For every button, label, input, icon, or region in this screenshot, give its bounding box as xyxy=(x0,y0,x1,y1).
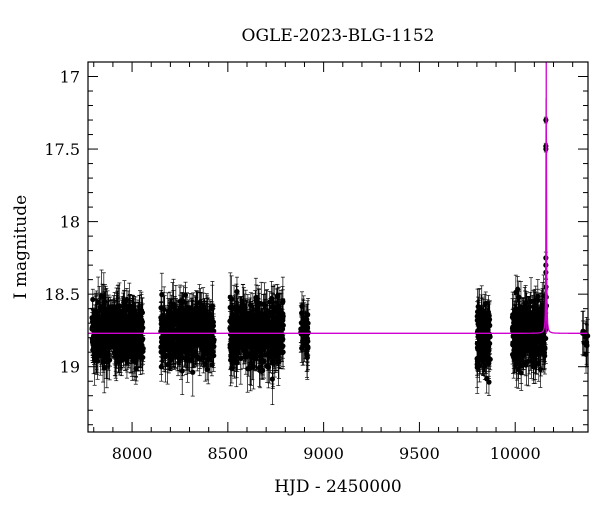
data-marker xyxy=(162,318,168,324)
data-marker xyxy=(179,368,185,374)
data-marker xyxy=(189,311,195,317)
data-marker xyxy=(131,358,137,364)
data-marker xyxy=(138,323,144,330)
data-marker xyxy=(124,358,130,364)
data-marker xyxy=(89,326,95,332)
data-marker xyxy=(167,354,173,360)
data-marker xyxy=(95,299,101,305)
data-point xyxy=(101,291,107,314)
data-marker xyxy=(133,337,139,343)
data-marker xyxy=(131,306,137,312)
data-marker xyxy=(119,308,125,314)
data-marker xyxy=(107,306,113,312)
data-marker xyxy=(94,327,100,333)
data-marker xyxy=(113,310,120,316)
data-marker xyxy=(115,334,122,340)
data-marker xyxy=(98,341,104,347)
data-marker xyxy=(184,340,190,346)
data-point xyxy=(119,299,125,323)
data-marker xyxy=(194,334,200,340)
data-marker xyxy=(128,345,134,352)
data-point xyxy=(124,343,130,379)
data-point xyxy=(113,287,120,339)
data-marker xyxy=(208,342,215,348)
data-marker xyxy=(176,321,183,328)
data-marker xyxy=(203,327,210,334)
data-marker xyxy=(189,345,195,351)
data-marker xyxy=(173,307,179,313)
data-marker xyxy=(170,315,176,321)
data-marker xyxy=(116,303,123,309)
data-marker xyxy=(92,358,98,364)
data-marker xyxy=(140,345,146,352)
data-marker xyxy=(97,305,103,312)
data-marker xyxy=(179,310,185,316)
data-marker xyxy=(103,334,109,340)
data-marker xyxy=(178,352,184,359)
data-marker xyxy=(190,369,196,375)
data-marker xyxy=(200,347,206,353)
data-marker xyxy=(109,338,115,344)
data-marker xyxy=(192,319,199,325)
chart-title: OGLE-2023-BLG-1152 xyxy=(242,26,435,46)
data-marker xyxy=(101,299,107,305)
data-marker xyxy=(90,340,96,347)
data-point xyxy=(98,321,104,367)
data-marker xyxy=(197,304,203,311)
data-marker xyxy=(176,335,182,341)
data-marker xyxy=(110,321,116,327)
data-point xyxy=(107,296,113,321)
data-marker xyxy=(191,340,198,346)
data-marker xyxy=(122,333,128,339)
data-layer xyxy=(89,116,591,405)
data-marker xyxy=(171,348,177,354)
data-marker xyxy=(90,296,96,303)
data-marker xyxy=(98,293,105,299)
data-marker xyxy=(184,319,191,325)
